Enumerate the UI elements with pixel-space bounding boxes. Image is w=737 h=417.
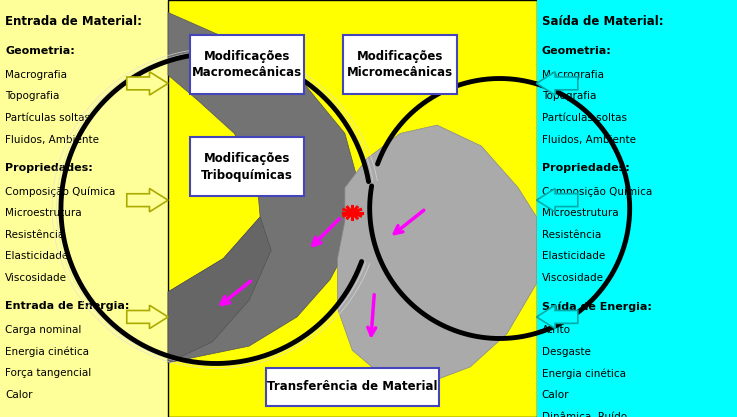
- Text: Topografia: Topografia: [5, 91, 60, 101]
- Text: Dinâmica, Ruído: Dinâmica, Ruído: [542, 412, 627, 417]
- Text: Modificações
Triboquímicas: Modificações Triboquímicas: [201, 152, 293, 181]
- Text: Entrada de Material:: Entrada de Material:: [5, 15, 142, 28]
- Text: Modificações
Micromecânicas: Modificações Micromecânicas: [347, 50, 453, 79]
- Text: Viscosidade: Viscosidade: [542, 273, 604, 283]
- Text: Entrada de Energia:: Entrada de Energia:: [5, 301, 130, 311]
- Polygon shape: [168, 13, 360, 363]
- Text: Fluidos, Ambiente: Fluidos, Ambiente: [5, 135, 99, 145]
- Text: Fluidos, Ambiente: Fluidos, Ambiente: [542, 135, 636, 145]
- Text: Microestrutura: Microestrutura: [542, 208, 618, 218]
- Text: Macrografia: Macrografia: [5, 70, 67, 80]
- Polygon shape: [537, 72, 578, 95]
- Text: Geometria:: Geometria:: [542, 46, 612, 56]
- Polygon shape: [127, 305, 168, 329]
- Text: Macrografia: Macrografia: [542, 70, 604, 80]
- Text: Topografia: Topografia: [542, 91, 596, 101]
- Text: Força tangencial: Força tangencial: [5, 368, 91, 378]
- Text: Elasticidade: Elasticidade: [542, 251, 605, 261]
- Text: Viscosidade: Viscosidade: [5, 273, 67, 283]
- Polygon shape: [127, 188, 168, 212]
- Text: Calor: Calor: [542, 390, 569, 400]
- Text: Carga nominal: Carga nominal: [5, 325, 82, 335]
- Text: Energia cinética: Energia cinética: [5, 347, 89, 357]
- Text: Propriedades:: Propriedades:: [542, 163, 629, 173]
- Text: Resistência: Resistência: [5, 230, 64, 240]
- FancyBboxPatch shape: [537, 0, 737, 417]
- Text: Composição Química: Composição Química: [5, 186, 116, 197]
- Text: Calor: Calor: [5, 390, 32, 400]
- Text: Composição Química: Composição Química: [542, 186, 652, 197]
- Text: Saída de Energia:: Saída de Energia:: [542, 301, 652, 311]
- Text: Atrito: Atrito: [542, 325, 570, 335]
- FancyBboxPatch shape: [343, 35, 457, 94]
- Text: Propriedades:: Propriedades:: [5, 163, 93, 173]
- Text: Resistência: Resistência: [542, 230, 601, 240]
- Text: Transferência de Material: Transferência de Material: [267, 380, 438, 394]
- Text: Microestrutura: Microestrutura: [5, 208, 82, 218]
- FancyBboxPatch shape: [266, 368, 439, 406]
- Text: Desgaste: Desgaste: [542, 347, 590, 357]
- Text: Modificações
Macromecânicas: Modificações Macromecânicas: [192, 50, 302, 79]
- Text: Energia cinética: Energia cinética: [542, 368, 626, 379]
- Polygon shape: [127, 72, 168, 95]
- Polygon shape: [168, 217, 271, 363]
- FancyBboxPatch shape: [168, 0, 537, 417]
- Text: Geometria:: Geometria:: [5, 46, 75, 56]
- Polygon shape: [338, 125, 537, 384]
- FancyBboxPatch shape: [0, 0, 168, 417]
- Text: Elasticidade: Elasticidade: [5, 251, 69, 261]
- Polygon shape: [537, 188, 578, 212]
- Polygon shape: [537, 305, 578, 329]
- Text: Partículas soltas: Partículas soltas: [5, 113, 90, 123]
- Text: Saída de Material:: Saída de Material:: [542, 15, 663, 28]
- FancyBboxPatch shape: [190, 138, 304, 196]
- FancyBboxPatch shape: [190, 35, 304, 94]
- Text: Partículas soltas: Partículas soltas: [542, 113, 626, 123]
